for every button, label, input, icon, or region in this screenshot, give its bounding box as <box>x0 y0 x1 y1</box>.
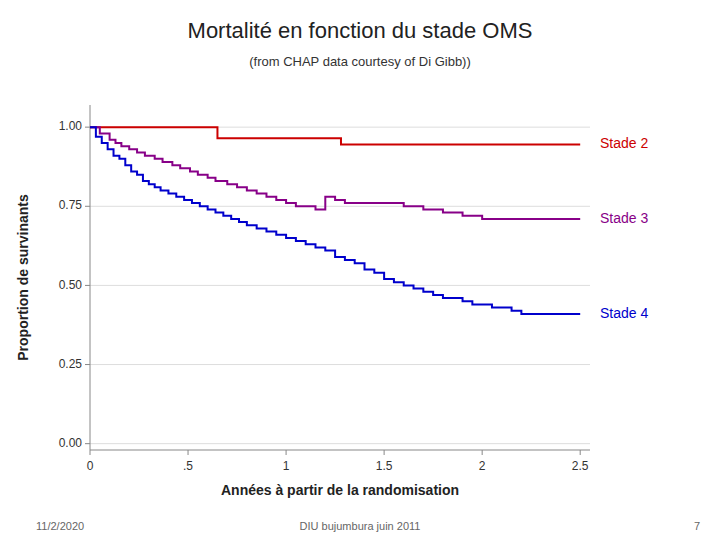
x-tick <box>384 450 385 455</box>
series-line <box>90 127 580 144</box>
series-line <box>90 127 580 219</box>
series-label: Stade 2 <box>600 135 648 151</box>
plot-area <box>90 127 580 314</box>
grid-line <box>90 285 590 286</box>
chart: 0.000.250.500.751.000.511.522.5Stade 2St… <box>0 0 720 540</box>
series-line <box>90 127 580 314</box>
footer-note: DIU bujumbura juin 2011 <box>300 520 421 532</box>
grid-line <box>90 364 590 365</box>
series-labels: Stade 2 Stade 3 Stade 4 <box>600 135 648 320</box>
y-tick <box>85 127 90 128</box>
y-axis-label: Proportion de survinants <box>15 194 31 361</box>
y-tick-label: 1.00 <box>59 119 83 133</box>
y-tick <box>85 443 90 444</box>
title: Mortalité en fonction du stade OMS <box>188 18 533 43</box>
y-tick <box>85 285 90 286</box>
series-label: Stade 3 <box>600 210 648 226</box>
x-axis-label: Années à partir de la randomisation <box>221 482 459 498</box>
y-tick-label: 0.50 <box>59 278 83 292</box>
x-tick <box>188 450 189 455</box>
y-tick-label: 0.00 <box>59 436 83 450</box>
grid-line <box>90 443 590 444</box>
x-axis-line <box>90 450 590 451</box>
x-tick <box>482 450 483 455</box>
grid-line <box>90 206 590 207</box>
x-tick-label: 1.5 <box>376 459 393 473</box>
y-axis-line <box>90 105 91 450</box>
footer-note: 7 <box>694 520 700 532</box>
x-tick <box>580 450 581 455</box>
y-tick <box>85 206 90 207</box>
x-tick <box>286 450 287 455</box>
y-tick-label: 0.75 <box>59 198 83 212</box>
x-tick-label: 1 <box>283 459 290 473</box>
subtitle: (from CHAP data courtesy of Di Gibb)) <box>249 54 471 69</box>
grid <box>90 127 590 444</box>
x-tick-label: 2.5 <box>572 459 589 473</box>
x-tick <box>90 450 91 455</box>
y-tick-label: 0.25 <box>59 357 83 371</box>
x-tick-label: .5 <box>183 459 193 473</box>
y-tick <box>85 364 90 365</box>
axes: 0.00 0.25 0.50 0.75 1.00 0 .5 1 1.5 2 2.5 <box>59 105 590 473</box>
footer-note: 11/2/2020 <box>36 520 84 532</box>
page: {"chart_data": { "type": "step", "title"… <box>0 0 720 540</box>
x-tick-label: 2 <box>479 459 486 473</box>
x-tick-label: 0 <box>87 459 94 473</box>
series-label: Stade 4 <box>600 305 648 321</box>
